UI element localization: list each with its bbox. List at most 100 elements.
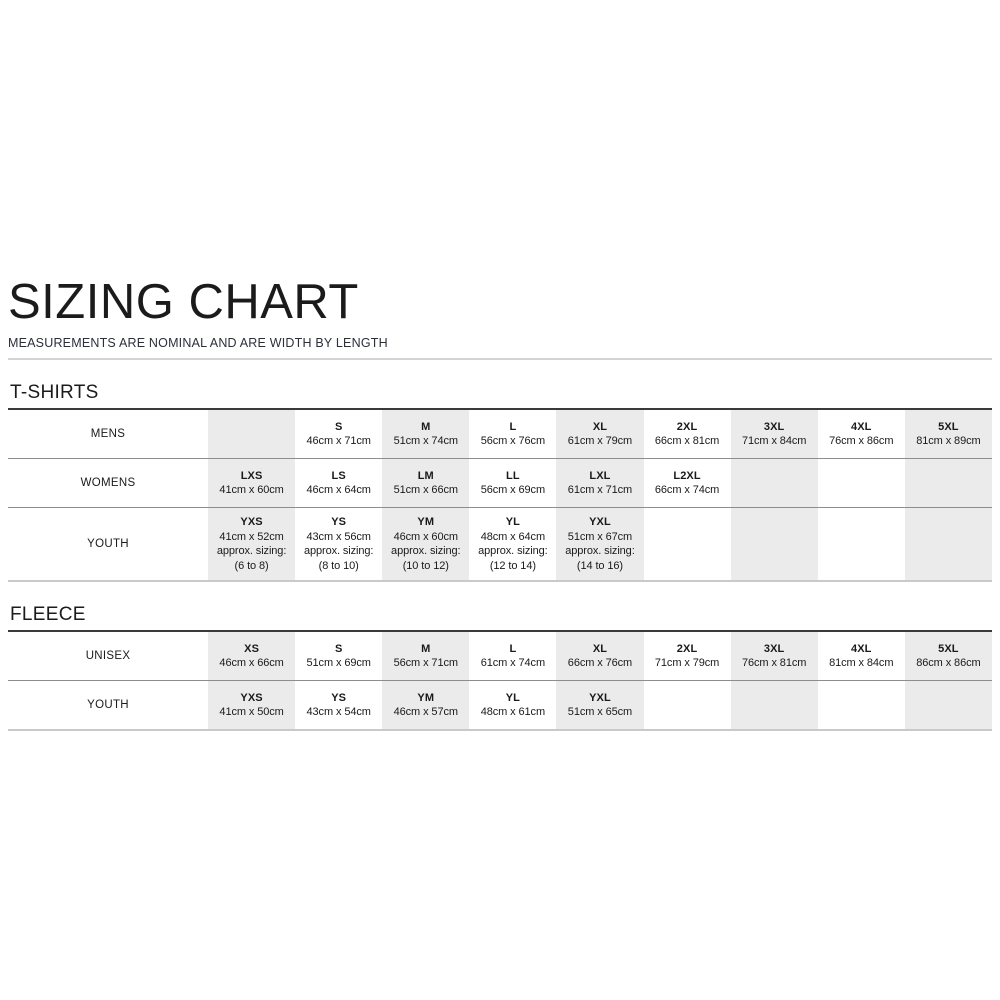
size-cell: LXL 61cm x 71cm <box>556 458 644 508</box>
size-code: YS <box>331 516 347 528</box>
section-title-t-shirts: T-SHIRTS <box>10 382 99 403</box>
size-measurement: 46cm x 71cm <box>306 435 371 447</box>
size-cell: YM 46cm x 60cm approx. sizing: (10 to 12) <box>382 507 470 582</box>
size-cell: YL 48cm x 61cm <box>469 680 557 731</box>
size-measurement: 56cm x 71cm <box>393 657 458 669</box>
size-code: LS <box>331 469 346 482</box>
size-cell: XL 66cm x 76cm <box>556 632 644 681</box>
size-code: XS <box>244 642 260 655</box>
size-measurement: 86cm x 86cm <box>916 657 981 669</box>
size-measurement: 51cm x 74cm <box>393 435 458 447</box>
size-cell: YS 43cm x 56cm approx. sizing: (8 to 10) <box>295 507 383 582</box>
size-cell <box>817 680 905 731</box>
size-code: YM <box>417 516 435 528</box>
size-measurement: 46cm x 60cm <box>393 530 458 543</box>
size-cell: YM 46cm x 57cm <box>382 680 470 731</box>
table-row: WOMENS LXS 41cm x 60cm LS 46cm x 64cm LM 51cm … <box>8 458 992 508</box>
size-code: XL <box>592 420 608 433</box>
size-cell <box>643 507 731 582</box>
size-code: YXS <box>240 516 263 528</box>
chart-header: SIZING CHART MEASUREMENTS ARE NOMINAL AN… <box>8 275 992 360</box>
row-label-youth: YOUTH <box>8 507 209 582</box>
size-measurement: 61cm x 79cm <box>567 435 633 447</box>
size-code: LXS <box>240 469 263 482</box>
size-cell: 3XL 76cm x 81cm <box>730 632 818 681</box>
size-cell <box>904 458 992 508</box>
section-fleece: FLEECE UNISEX XS 46cm x 66cm S 51cm x 69cm M 56… <box>8 604 992 731</box>
size-cell <box>904 680 992 731</box>
size-measurement: 41cm x 50cm <box>219 706 284 718</box>
size-measurement: 71cm x 79cm <box>654 657 720 669</box>
size-measurement: 48cm x 61cm <box>480 706 546 718</box>
size-cell <box>730 458 818 508</box>
size-cell <box>904 507 992 582</box>
size-note-value: (14 to 16) <box>576 559 623 572</box>
size-cell: LXS 41cm x 60cm <box>208 458 296 508</box>
row-label-unisex: UNISEX <box>8 632 209 681</box>
size-code: LL <box>506 469 520 482</box>
size-cell: L2XL 66cm x 74cm <box>643 458 731 508</box>
size-code: L2XL <box>673 469 701 482</box>
size-cell: 4XL 76cm x 86cm <box>817 410 905 459</box>
size-measurement: 41cm x 52cm <box>219 530 284 543</box>
size-code: YL <box>505 516 520 528</box>
sizing-chart-sheet: SIZING CHART MEASUREMENTS ARE NOMINAL AN… <box>8 275 992 731</box>
size-measurement: 66cm x 76cm <box>567 657 633 669</box>
table-row: YOUTH YXS 41cm x 50cm YS 43cm x 54cm YM 46cm x… <box>8 680 992 731</box>
size-table-fleece: UNISEX XS 46cm x 66cm S 51cm x 69cm M 56cm x 7… <box>8 632 992 731</box>
size-cell: M 51cm x 74cm <box>382 410 470 459</box>
size-code: YM <box>417 691 435 704</box>
size-code: XL <box>592 642 608 655</box>
size-code: S <box>334 642 343 655</box>
header-divider <box>8 358 992 360</box>
size-note-label: approx. sizing: <box>303 545 374 557</box>
size-cell: S 51cm x 69cm <box>295 632 383 681</box>
size-measurement: 51cm x 67cm <box>567 530 633 543</box>
size-cell: XL 61cm x 79cm <box>556 410 644 459</box>
size-measurement: 43cm x 54cm <box>306 706 371 718</box>
size-measurement: 51cm x 69cm <box>306 657 371 669</box>
size-cell: YXL 51cm x 67cm approx. sizing: (14 to 16) <box>556 507 644 582</box>
size-cell: 3XL 71cm x 84cm <box>730 410 818 459</box>
size-cell: YS 43cm x 54cm <box>295 680 383 731</box>
size-cell <box>730 507 818 582</box>
size-code: LM <box>417 469 434 482</box>
size-note-value: (6 to 8) <box>234 559 269 572</box>
size-code: S <box>334 420 343 433</box>
size-code: 4XL <box>850 420 872 433</box>
size-note-label: approx. sizing: <box>216 545 287 557</box>
size-cell: M 56cm x 71cm <box>382 632 470 681</box>
size-cell: 2XL 66cm x 81cm <box>643 410 731 459</box>
page-title: SIZING CHART <box>8 275 359 329</box>
size-code: 3XL <box>763 642 785 655</box>
table-row: UNISEX XS 46cm x 66cm S 51cm x 69cm M 56cm x 7… <box>8 632 992 681</box>
size-measurement: 81cm x 84cm <box>829 657 894 669</box>
size-note-label: approx. sizing: <box>391 545 461 557</box>
size-measurement: 61cm x 74cm <box>480 657 546 669</box>
section-divider-fleece <box>8 630 992 632</box>
size-measurement: 51cm x 66cm <box>393 484 458 496</box>
row-label-youth: YOUTH <box>8 680 209 731</box>
size-note-value: (8 to 10) <box>318 559 359 572</box>
size-measurement: 51cm x 65cm <box>567 706 633 718</box>
size-code: 2XL <box>676 642 698 655</box>
size-measurement: 46cm x 57cm <box>393 706 458 718</box>
size-code: 5XL <box>938 642 959 655</box>
section-t-shirts: T-SHIRTS MENS S 46cm x 71cm M 51cm x 74cm L 56c… <box>8 382 992 582</box>
size-cell <box>817 507 905 582</box>
size-measurement: 76cm x 81cm <box>741 657 807 669</box>
size-note-value: (12 to 14) <box>489 559 536 572</box>
size-measurement: 66cm x 74cm <box>654 484 720 496</box>
size-code: YXL <box>589 691 611 704</box>
size-cell: L 61cm x 74cm <box>469 632 557 681</box>
size-code: YS <box>331 691 347 704</box>
row-label-womens: WOMENS <box>8 458 209 508</box>
size-code: M <box>421 420 431 433</box>
size-code: L <box>509 420 517 433</box>
size-cell: YXS 41cm x 52cm approx. sizing: (6 to 8) <box>208 507 296 582</box>
size-cell <box>643 680 731 731</box>
size-cell: L 56cm x 76cm <box>469 410 557 459</box>
size-code: YXL <box>589 516 611 528</box>
size-measurement: 56cm x 76cm <box>480 435 546 447</box>
size-cell: 5XL 86cm x 86cm <box>904 632 992 681</box>
